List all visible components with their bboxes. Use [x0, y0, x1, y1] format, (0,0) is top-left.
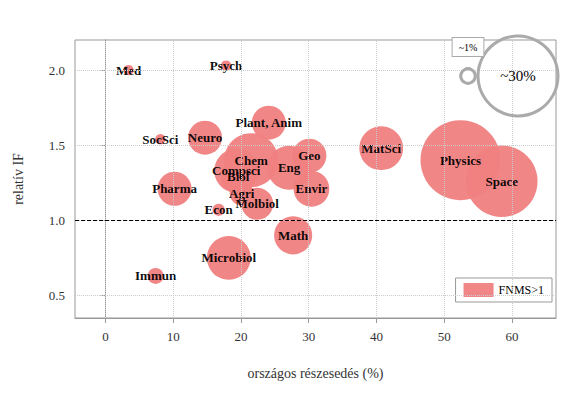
svg-text:Microbiol: Microbiol — [201, 250, 256, 265]
svg-text:Immun: Immun — [135, 268, 177, 283]
svg-text:Econ: Econ — [205, 202, 234, 217]
svg-text:0: 0 — [102, 329, 109, 344]
svg-text:2.0: 2.0 — [49, 63, 65, 78]
svg-text:Med: Med — [115, 62, 142, 78]
svg-text:Eng: Eng — [277, 160, 301, 176]
svg-text:MatSci: MatSci — [361, 141, 401, 156]
svg-text:Space: Space — [486, 174, 519, 189]
svg-text:~30%: ~30% — [500, 68, 536, 84]
svg-text:Neuro: Neuro — [188, 130, 222, 145]
svg-text:10: 10 — [167, 329, 180, 344]
svg-text:1.5: 1.5 — [49, 138, 65, 153]
svg-text:Biol: Biol — [227, 169, 250, 184]
svg-text:országos részesedés (%): országos részesedés (%) — [247, 366, 383, 382]
svg-text:Geo: Geo — [298, 148, 320, 163]
svg-text:Chem: Chem — [234, 152, 268, 168]
svg-text:30: 30 — [302, 329, 315, 344]
svg-text:Plant, Anim: Plant, Anim — [236, 115, 303, 130]
svg-text:0.5: 0.5 — [49, 288, 65, 303]
svg-text:Molbiol: Molbiol — [235, 196, 279, 212]
svg-text:Math: Math — [278, 228, 309, 243]
svg-text:1.0: 1.0 — [49, 213, 65, 228]
svg-text:Agri: Agri — [229, 185, 255, 201]
svg-text:relatív IF: relatív IF — [11, 153, 26, 205]
svg-text:20: 20 — [234, 329, 247, 344]
svg-text:~1%: ~1% — [459, 42, 478, 53]
svg-text:60: 60 — [505, 329, 518, 344]
svg-text:Pharma: Pharma — [152, 181, 197, 196]
svg-text:SocSci: SocSci — [142, 131, 179, 147]
svg-text:Psych: Psych — [210, 58, 243, 73]
svg-text:Physics: Physics — [440, 153, 481, 168]
svg-text:50: 50 — [438, 329, 451, 344]
svg-text:Compsci: Compsci — [212, 163, 261, 179]
svg-text:40: 40 — [370, 329, 383, 344]
svg-text:FNMS>1: FNMS>1 — [499, 283, 544, 297]
svg-text:Envir: Envir — [296, 181, 328, 196]
